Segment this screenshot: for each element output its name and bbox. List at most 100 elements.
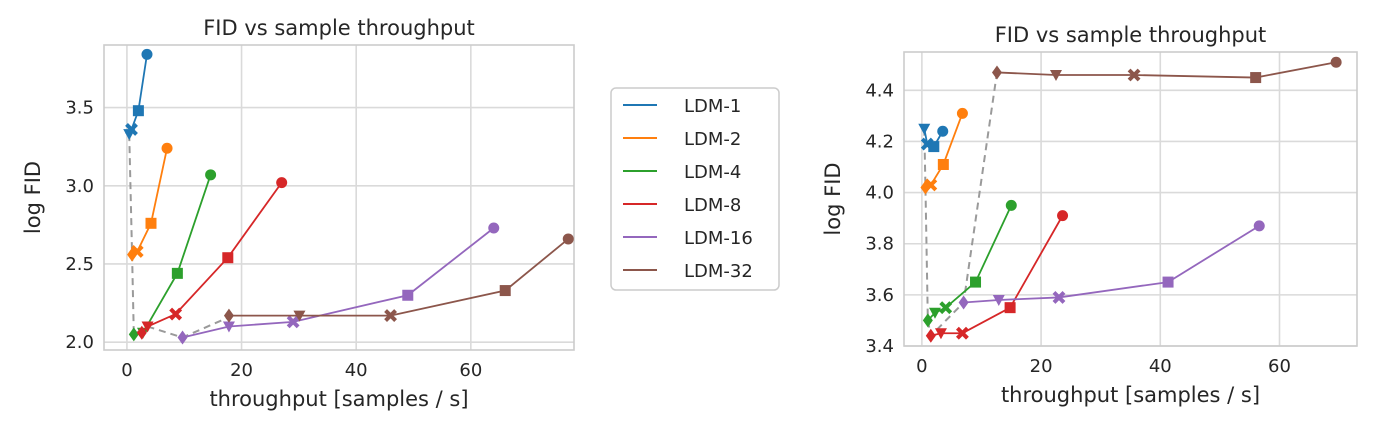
x-tick-label: 0 bbox=[121, 360, 132, 381]
legend-label: LDM-16 bbox=[684, 228, 753, 249]
x-tick-label: 0 bbox=[916, 356, 927, 377]
series-ldm-1 bbox=[123, 48, 153, 141]
data-point bbox=[1250, 72, 1262, 84]
series-ldm-2 bbox=[127, 142, 173, 262]
x-tick-label: 60 bbox=[1268, 356, 1291, 377]
data-point bbox=[992, 294, 1005, 306]
data-point bbox=[939, 301, 953, 315]
legend-label: LDM-1 bbox=[684, 96, 741, 117]
series-line bbox=[930, 215, 1064, 337]
chart-left: 0 20 40 60 2.0 2.5 3.0 3.5 FID vs sample through… bbox=[21, 16, 575, 411]
series-ldm-32 bbox=[991, 56, 1342, 84]
x-tick-label: 40 bbox=[1149, 356, 1172, 377]
plot-frame bbox=[903, 51, 1358, 347]
data-point bbox=[384, 309, 397, 323]
data-point bbox=[1004, 302, 1016, 314]
data-point bbox=[136, 325, 147, 340]
legend-label: LDM-4 bbox=[684, 162, 741, 183]
legend-entry: LDM-2 bbox=[623, 129, 741, 150]
y-tick-label: 3.5 bbox=[65, 98, 94, 119]
data-point bbox=[488, 222, 500, 234]
legend-label: LDM-8 bbox=[684, 195, 741, 216]
data-point bbox=[402, 289, 414, 301]
data-point bbox=[499, 285, 511, 297]
data-point bbox=[970, 276, 982, 288]
data-point bbox=[1052, 291, 1066, 304]
data-point bbox=[937, 158, 949, 170]
data-point bbox=[205, 169, 217, 181]
data-point bbox=[125, 123, 138, 136]
y-tick-label: 4.2 bbox=[865, 131, 894, 152]
data-point bbox=[928, 141, 940, 153]
data-point bbox=[1049, 70, 1062, 82]
y-axis-label: log FID bbox=[821, 162, 845, 235]
chart-right: 0 20 40 60 3.4 3.6 3.8 4.0 4.2 4.4 FID vs sample t… bbox=[821, 23, 1358, 407]
grid bbox=[104, 45, 574, 350]
data-point bbox=[1162, 276, 1174, 288]
series-ldm-8 bbox=[925, 210, 1069, 343]
series-ldm-16 bbox=[177, 222, 500, 345]
series-ldm-32 bbox=[223, 233, 574, 323]
series-line bbox=[996, 61, 1337, 79]
plot-frame bbox=[103, 44, 575, 351]
data-point bbox=[1005, 199, 1017, 211]
data-point bbox=[130, 245, 144, 258]
data-point bbox=[956, 107, 968, 119]
data-point bbox=[1057, 210, 1069, 222]
y-tick-label: 3.0 bbox=[65, 176, 94, 197]
legend: LDM-1 LDM-2 LDM-4 LDM-8 LDM-16 LDM-32 bbox=[610, 87, 780, 291]
data-point bbox=[991, 65, 1002, 80]
series-ldm-1 bbox=[918, 123, 949, 153]
data-point bbox=[145, 217, 157, 229]
data-point bbox=[177, 330, 188, 345]
data-point bbox=[169, 307, 183, 321]
y-axis-label: log FID bbox=[21, 161, 45, 234]
legend-label: LDM-32 bbox=[684, 261, 753, 282]
data-point bbox=[928, 307, 941, 319]
series-ldm-16 bbox=[958, 220, 1265, 310]
data-point bbox=[918, 123, 931, 135]
y-tick-label: 4.4 bbox=[865, 80, 894, 101]
data-point bbox=[161, 142, 173, 154]
data-point bbox=[934, 328, 947, 340]
y-tick-label: 2.5 bbox=[65, 254, 94, 275]
data-point bbox=[171, 267, 183, 279]
legend-entry: LDM-32 bbox=[623, 261, 753, 282]
y-tick-label: 3.8 bbox=[865, 234, 894, 255]
series-line bbox=[128, 54, 148, 135]
data-point bbox=[128, 327, 139, 342]
data-point bbox=[132, 105, 144, 117]
legend-entry: LDM-16 bbox=[623, 228, 753, 249]
data-point bbox=[141, 321, 154, 333]
data-point bbox=[1330, 56, 1342, 68]
x-tick-label: 20 bbox=[230, 360, 253, 381]
series-ldm-4 bbox=[922, 199, 1017, 328]
legend-frame bbox=[610, 87, 780, 291]
series-ldm-2 bbox=[920, 107, 968, 195]
y-tick-label: 3.4 bbox=[865, 336, 894, 357]
x-axis-label: throughput [samples / s] bbox=[209, 387, 468, 411]
series-line bbox=[963, 225, 1260, 304]
data-point bbox=[958, 295, 969, 310]
legend-entry: LDM-4 bbox=[623, 162, 741, 183]
y-tick-label: 2.0 bbox=[65, 332, 94, 353]
data-point bbox=[1253, 220, 1265, 232]
data-point bbox=[937, 125, 949, 137]
data-point bbox=[286, 315, 300, 329]
x-tick-label: 40 bbox=[345, 360, 368, 381]
data-point bbox=[222, 252, 234, 264]
data-point bbox=[223, 308, 234, 323]
data-point bbox=[562, 233, 574, 245]
data-point bbox=[293, 310, 306, 322]
data-point bbox=[1127, 68, 1141, 82]
y-tick-label: 3.6 bbox=[865, 285, 894, 306]
data-point bbox=[222, 321, 235, 333]
series-line bbox=[141, 182, 283, 334]
data-point bbox=[922, 313, 933, 328]
data-point bbox=[925, 328, 936, 343]
legend-entry: LDM-1 bbox=[623, 96, 741, 117]
series-ldm-8 bbox=[136, 177, 288, 340]
y-tick-label: 4.0 bbox=[865, 183, 894, 204]
data-point bbox=[955, 326, 969, 340]
